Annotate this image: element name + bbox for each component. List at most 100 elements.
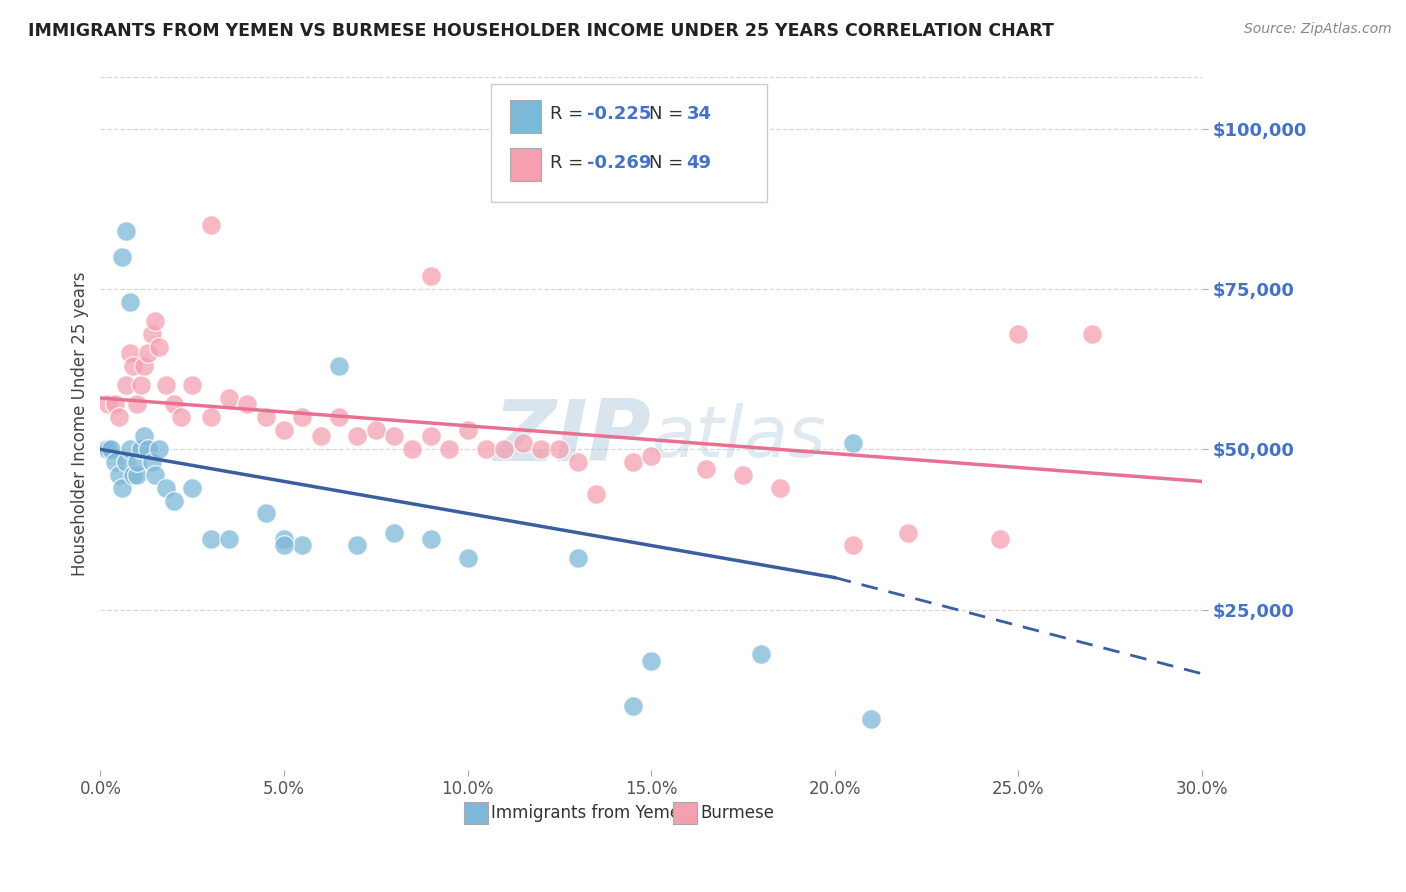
Point <box>1007 326 1029 341</box>
Point <box>107 410 129 425</box>
Point <box>148 340 170 354</box>
Point <box>136 442 159 457</box>
Text: 34: 34 <box>686 105 711 123</box>
Point <box>134 359 156 373</box>
Point <box>1080 326 1102 341</box>
Point <box>254 410 277 425</box>
Point <box>346 429 368 443</box>
Point <box>125 397 148 411</box>
Point <box>382 429 405 443</box>
Point <box>494 442 516 457</box>
Text: 49: 49 <box>686 153 711 171</box>
FancyBboxPatch shape <box>491 85 766 202</box>
Point <box>104 397 127 411</box>
Text: -0.225: -0.225 <box>588 105 651 123</box>
Bar <box>464 802 488 824</box>
Text: N =: N = <box>650 153 689 171</box>
Point <box>860 712 883 726</box>
Text: atlas: atlas <box>651 403 825 472</box>
Text: Burmese: Burmese <box>700 804 775 822</box>
Point <box>97 442 120 457</box>
Point <box>291 410 314 425</box>
Point <box>107 467 129 482</box>
Point <box>475 442 498 457</box>
Point <box>273 539 295 553</box>
Point <box>111 481 134 495</box>
Point <box>419 532 441 546</box>
Point <box>163 493 186 508</box>
Point <box>122 359 145 373</box>
Point <box>129 378 152 392</box>
Point <box>93 442 115 457</box>
Point <box>328 410 350 425</box>
Point <box>457 423 479 437</box>
Point <box>842 436 865 450</box>
Point <box>768 481 790 495</box>
Text: N =: N = <box>650 105 689 123</box>
Point <box>273 423 295 437</box>
Point <box>145 314 167 328</box>
Point <box>104 455 127 469</box>
Bar <box>673 802 697 824</box>
Point <box>254 507 277 521</box>
Point <box>346 539 368 553</box>
Text: R =: R = <box>550 105 589 123</box>
Point <box>457 551 479 566</box>
Point <box>512 436 534 450</box>
Text: Immigrants from Yemen: Immigrants from Yemen <box>491 804 690 822</box>
Point <box>148 442 170 457</box>
Point <box>218 391 240 405</box>
Point <box>621 698 644 713</box>
Point <box>437 442 460 457</box>
Point <box>401 442 423 457</box>
Point <box>548 442 571 457</box>
Point <box>136 346 159 360</box>
Point <box>567 551 589 566</box>
Point <box>273 532 295 546</box>
Point <box>640 654 662 668</box>
Point <box>141 455 163 469</box>
Point <box>897 525 920 540</box>
Point <box>640 449 662 463</box>
Point <box>200 218 222 232</box>
Point <box>115 378 138 392</box>
Point <box>118 346 141 360</box>
Point <box>218 532 240 546</box>
Point <box>291 539 314 553</box>
Point <box>163 397 186 411</box>
Point <box>585 487 607 501</box>
Point <box>118 442 141 457</box>
Text: Source: ZipAtlas.com: Source: ZipAtlas.com <box>1244 22 1392 37</box>
Point <box>125 467 148 482</box>
Point <box>111 250 134 264</box>
Point <box>115 455 138 469</box>
Point <box>129 442 152 457</box>
Point <box>382 525 405 540</box>
Text: ZIP: ZIP <box>494 396 651 479</box>
Point <box>236 397 259 411</box>
Point <box>419 429 441 443</box>
Point <box>118 294 141 309</box>
Text: -0.269: -0.269 <box>588 153 651 171</box>
Point <box>145 467 167 482</box>
Point <box>122 467 145 482</box>
Point <box>155 378 177 392</box>
Point <box>97 397 120 411</box>
Point <box>200 532 222 546</box>
Point <box>988 532 1011 546</box>
Point <box>749 648 772 662</box>
Point <box>134 429 156 443</box>
Point <box>567 455 589 469</box>
Point <box>100 442 122 457</box>
Point <box>621 455 644 469</box>
Point <box>94 442 117 457</box>
Point <box>695 461 717 475</box>
Text: R =: R = <box>550 153 589 171</box>
Point <box>200 410 222 425</box>
Point <box>419 269 441 284</box>
Point <box>115 224 138 238</box>
Point <box>364 423 387 437</box>
Bar <box>510 100 541 133</box>
Point <box>170 410 193 425</box>
Point <box>181 378 204 392</box>
